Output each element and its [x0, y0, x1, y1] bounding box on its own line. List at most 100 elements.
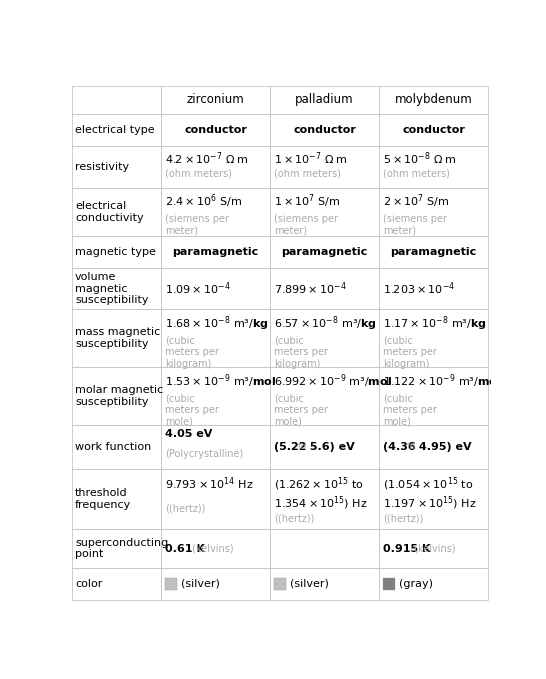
- Bar: [161, 425, 270, 469]
- Text: threshold
frequency: threshold frequency: [75, 488, 131, 510]
- Bar: [274, 579, 286, 589]
- Text: 0.915 K: 0.915 K: [383, 543, 431, 553]
- Bar: [72, 469, 161, 529]
- Text: conductor: conductor: [293, 125, 356, 134]
- Text: $1.354\times10^{15})$ Hz: $1.354\times10^{15})$ Hz: [274, 495, 368, 513]
- Text: $1.17\times10^{-8}$ m³/$\bf{kg}$: $1.17\times10^{-8}$ m³/$\bf{kg}$: [383, 314, 486, 333]
- Text: $1.122\times10^{-9}$ m³/$\bf{mol}$: $1.122\times10^{-9}$ m³/$\bf{mol}$: [383, 373, 502, 390]
- Text: electrical
conductivity: electrical conductivity: [75, 201, 144, 223]
- Bar: [161, 236, 270, 268]
- Bar: [161, 113, 270, 146]
- Bar: [161, 268, 270, 309]
- Bar: [165, 579, 177, 589]
- Text: conductor: conductor: [402, 125, 465, 134]
- Text: (cubic
meters per
mole): (cubic meters per mole): [383, 394, 437, 426]
- Text: (cubic
meters per
kilogram): (cubic meters per kilogram): [383, 335, 437, 369]
- Text: (Polycrystalline): (Polycrystalline): [165, 449, 244, 459]
- Text: electrical type: electrical type: [75, 125, 155, 134]
- Bar: [270, 425, 379, 469]
- Bar: [270, 86, 379, 113]
- Text: (5.22: (5.22: [274, 442, 311, 452]
- Text: (siemens per
meter): (siemens per meter): [165, 214, 229, 236]
- Bar: [270, 309, 379, 367]
- Text: $2.4\times10^{6}$ S/m: $2.4\times10^{6}$ S/m: [165, 193, 242, 210]
- Text: $1.68\times10^{-8}$ m³/$\bf{kg}$: $1.68\times10^{-8}$ m³/$\bf{kg}$: [165, 314, 269, 333]
- Bar: [379, 425, 488, 469]
- Text: $6.57\times10^{-8}$ m³/$\bf{kg}$: $6.57\times10^{-8}$ m³/$\bf{kg}$: [274, 314, 377, 333]
- Text: (kelvins): (kelvins): [411, 543, 456, 553]
- Text: 4.05 eV: 4.05 eV: [165, 429, 213, 439]
- Bar: [161, 568, 270, 600]
- Bar: [379, 113, 488, 146]
- Text: (kelvins): (kelvins): [189, 543, 234, 553]
- Text: resistivity: resistivity: [75, 162, 129, 172]
- Text: 5.6) eV: 5.6) eV: [306, 442, 355, 452]
- Bar: [379, 86, 488, 113]
- Text: $1.53\times10^{-9}$ m³/$\bf{mol}$: $1.53\times10^{-9}$ m³/$\bf{mol}$: [165, 373, 276, 390]
- Bar: [270, 568, 379, 600]
- Bar: [379, 529, 488, 568]
- Text: (silver): (silver): [290, 579, 329, 589]
- Bar: [161, 309, 270, 367]
- Bar: [161, 146, 270, 188]
- Bar: [270, 529, 379, 568]
- Bar: [379, 469, 488, 529]
- Text: paramagnetic: paramagnetic: [281, 247, 367, 257]
- Bar: [270, 113, 379, 146]
- Text: $(1.262\times10^{15}$ to: $(1.262\times10^{15}$ to: [274, 475, 364, 492]
- Text: $(1.054\times10^{15}$ to: $(1.054\times10^{15}$ to: [383, 475, 474, 492]
- Bar: [161, 529, 270, 568]
- Text: to: to: [298, 443, 307, 452]
- Bar: [379, 309, 488, 367]
- Bar: [72, 529, 161, 568]
- Text: (silver): (silver): [181, 579, 220, 589]
- Bar: [270, 236, 379, 268]
- Bar: [270, 146, 379, 188]
- Text: molybdenum: molybdenum: [395, 93, 472, 106]
- Bar: [379, 236, 488, 268]
- Bar: [379, 568, 488, 600]
- Text: (siemens per
meter): (siemens per meter): [274, 214, 339, 236]
- Bar: [72, 367, 161, 425]
- Text: (ohm meters): (ohm meters): [165, 168, 232, 179]
- Bar: [270, 188, 379, 236]
- Text: $1\times10^{-7}$ Ω m: $1\times10^{-7}$ Ω m: [274, 150, 347, 166]
- Text: paramagnetic: paramagnetic: [390, 247, 477, 257]
- Bar: [379, 146, 488, 188]
- Text: $2\times10^{7}$ S/m: $2\times10^{7}$ S/m: [383, 193, 450, 210]
- Text: $1\times10^{7}$ S/m: $1\times10^{7}$ S/m: [274, 193, 341, 210]
- Bar: [161, 469, 270, 529]
- Bar: [72, 568, 161, 600]
- Text: 4.95) eV: 4.95) eV: [415, 442, 472, 452]
- Bar: [72, 236, 161, 268]
- Bar: [72, 268, 161, 309]
- Text: zirconium: zirconium: [187, 93, 245, 106]
- Text: (cubic
meters per
kilogram): (cubic meters per kilogram): [274, 335, 328, 369]
- Text: volume
magnetic
susceptibility: volume magnetic susceptibility: [75, 272, 149, 305]
- Text: $7.899\times10^{-4}$: $7.899\times10^{-4}$: [274, 280, 347, 297]
- Text: mass magnetic
susceptibility: mass magnetic susceptibility: [75, 327, 161, 348]
- Text: ((hertz)): ((hertz)): [165, 504, 206, 514]
- Bar: [379, 367, 488, 425]
- Text: (siemens per
meter): (siemens per meter): [383, 214, 447, 236]
- Bar: [72, 188, 161, 236]
- Text: $1.197\times10^{15})$ Hz: $1.197\times10^{15})$ Hz: [383, 495, 477, 513]
- Bar: [379, 188, 488, 236]
- Text: magnetic type: magnetic type: [75, 247, 156, 257]
- Text: (4.36: (4.36: [383, 442, 420, 452]
- Bar: [270, 367, 379, 425]
- Text: molar magnetic
susceptibility: molar magnetic susceptibility: [75, 385, 163, 407]
- Text: $4.2\times10^{-7}$ Ω m: $4.2\times10^{-7}$ Ω m: [165, 150, 248, 166]
- Bar: [161, 188, 270, 236]
- Text: paramagnetic: paramagnetic: [173, 247, 259, 257]
- Bar: [72, 113, 161, 146]
- Bar: [383, 579, 395, 589]
- Text: superconducting
point: superconducting point: [75, 538, 168, 559]
- Text: conductor: conductor: [184, 125, 247, 134]
- Text: to: to: [407, 443, 416, 452]
- Text: $1.09\times10^{-4}$: $1.09\times10^{-4}$: [165, 280, 231, 297]
- Text: ((hertz)): ((hertz)): [274, 513, 314, 524]
- Bar: [72, 309, 161, 367]
- Bar: [161, 86, 270, 113]
- Text: (ohm meters): (ohm meters): [383, 168, 450, 179]
